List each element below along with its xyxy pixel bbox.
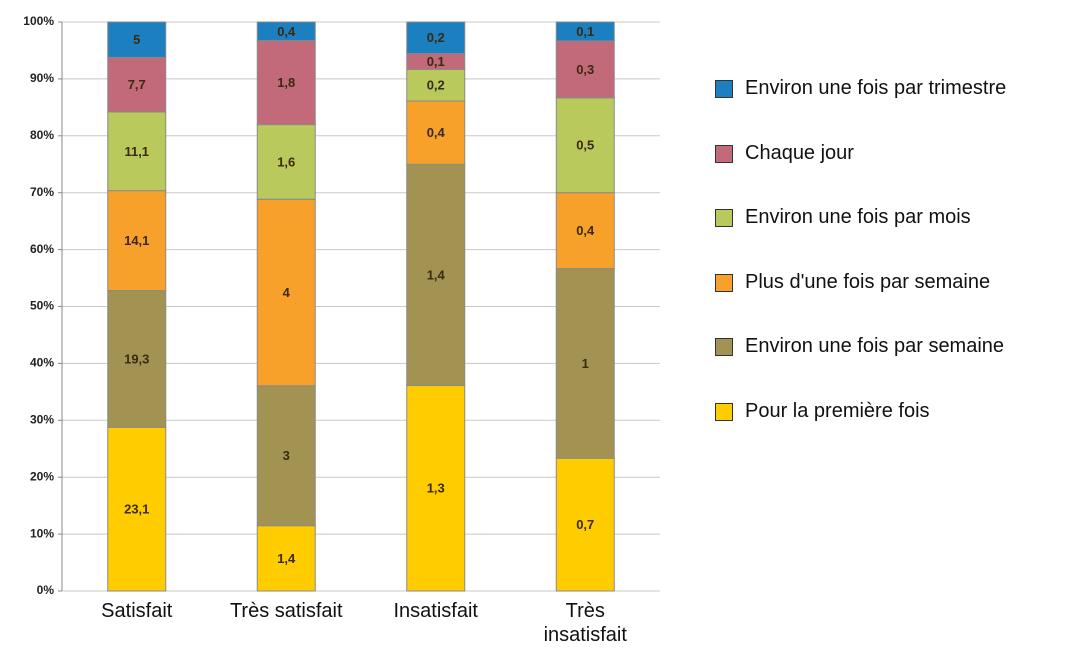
data-label: 7,7 — [128, 77, 146, 92]
y-tick-label: 10% — [30, 526, 54, 540]
legend-swatch — [715, 144, 733, 163]
data-label: 0,5 — [576, 138, 594, 153]
bar-segment — [555, 21, 615, 42]
bar-segment — [256, 525, 316, 592]
legend-swatch — [715, 209, 733, 227]
data-label: 19,3 — [124, 351, 149, 366]
y-tick-label: 70% — [30, 185, 54, 199]
data-label: 1,8 — [277, 75, 295, 90]
bar-segment — [107, 111, 167, 192]
bar-segment — [107, 426, 167, 592]
data-label: 14,1 — [124, 233, 149, 248]
y-tick-label: 50% — [30, 299, 54, 313]
data-label: 0,1 — [427, 54, 445, 69]
data-label: 0,2 — [427, 78, 445, 93]
y-tick-label: 60% — [30, 242, 54, 256]
x-tick-label: Satisfait — [101, 600, 173, 622]
legend-label: Environ une fois par semaine — [745, 335, 1005, 357]
data-label: 0,4 — [576, 223, 595, 238]
data-label: 23,1 — [124, 502, 149, 517]
y-tick-label: 40% — [30, 356, 54, 370]
x-tick-label: Très insatisfait — [543, 600, 627, 646]
bar-segment — [107, 56, 167, 113]
bar-segment — [555, 457, 615, 592]
bar-segment — [256, 40, 316, 126]
data-label: 11,1 — [124, 144, 149, 159]
legend-label: Environ une fois par trimestre — [745, 77, 1007, 99]
data-label: 0,3 — [576, 62, 594, 77]
bar-segment — [406, 68, 466, 102]
bar-segment — [107, 290, 167, 428]
data-label: 1,6 — [277, 154, 295, 169]
legend-swatch — [715, 402, 733, 421]
bar-segment — [406, 163, 466, 387]
data-label: 1,4 — [277, 551, 296, 566]
data-label: 5 — [133, 32, 140, 47]
legend-label: Environ une fois par mois — [745, 206, 971, 228]
bar-segment — [107, 21, 167, 58]
y-tick-label: 80% — [30, 128, 54, 142]
bar-segment — [406, 385, 466, 592]
y-tick-label: 0% — [37, 583, 55, 597]
legend-label: Plus d'une fois par semaine — [745, 270, 991, 293]
data-label: 0,7 — [576, 517, 594, 532]
x-tick-label: Très satisfait — [229, 600, 343, 622]
legend-swatch — [715, 338, 733, 356]
x-tick-label: Insatisfait — [393, 600, 478, 622]
data-label: 1,3 — [427, 481, 445, 496]
bar-segment — [107, 190, 167, 292]
bar-segment — [555, 192, 615, 270]
data-label: 4 — [283, 285, 291, 300]
y-tick-label: 90% — [30, 71, 54, 85]
bar-segment — [256, 124, 316, 200]
y-tick-label: 20% — [30, 469, 54, 483]
legend-swatch — [715, 80, 733, 98]
data-label: 0,2 — [427, 30, 445, 45]
bar-segment — [256, 198, 316, 387]
bar-segment — [406, 21, 466, 55]
legend-swatch — [715, 273, 733, 292]
data-label: 0,1 — [576, 24, 594, 39]
data-label: 1 — [582, 356, 589, 371]
bar-segment — [256, 21, 316, 42]
data-label: 0,4 — [427, 125, 446, 140]
bar-segment — [406, 100, 466, 165]
bar-segment — [555, 268, 615, 459]
legend-label: Chaque jour — [745, 141, 854, 164]
data-label: 0,4 — [277, 24, 296, 39]
data-label: 3 — [283, 448, 290, 463]
data-label: 1,4 — [427, 267, 446, 282]
legend-label: Pour la première fois — [745, 399, 930, 422]
bar-segment — [256, 385, 316, 527]
y-tick-label: 30% — [30, 412, 54, 426]
y-tick-label: 100% — [23, 14, 54, 28]
